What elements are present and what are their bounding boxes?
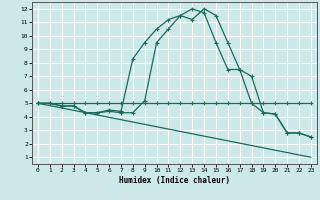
X-axis label: Humidex (Indice chaleur): Humidex (Indice chaleur) [119, 176, 230, 185]
